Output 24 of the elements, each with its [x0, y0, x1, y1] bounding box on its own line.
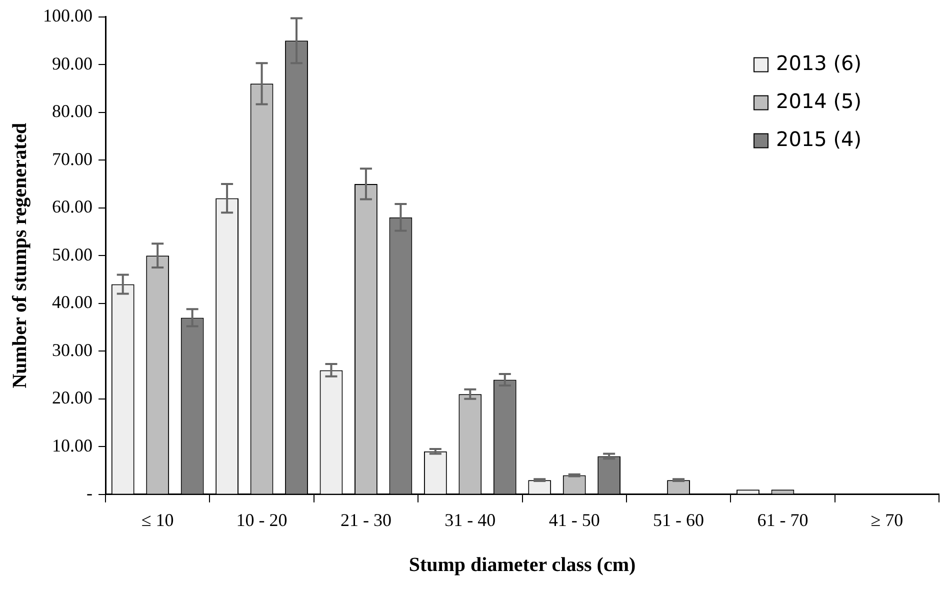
y-tick-label: 90.00: [52, 53, 92, 74]
x-tick-label: 61 - 70: [757, 510, 808, 530]
x-tick-label: ≥ 70: [870, 510, 904, 530]
y-tick-label: -: [86, 483, 92, 504]
x-axis-title: Stump diameter class (cm): [408, 554, 636, 576]
x-tick-label: ≤ 10: [141, 510, 174, 530]
y-tick-label: 80.00: [52, 101, 92, 122]
legend-label: 2014 (5): [776, 89, 862, 114]
y-tick-label: 100.00: [43, 6, 92, 26]
y-tick-label: 70.00: [52, 148, 92, 169]
y-tick-label: 50.00: [52, 244, 92, 264]
x-tick-label: 10 - 20: [236, 510, 288, 530]
x-tick-label: 21 - 30: [340, 510, 392, 530]
y-axis-title: Number of stumps regenerated: [9, 122, 32, 388]
y-tick-label: 40.00: [52, 292, 92, 312]
y-tick-label: 60.00: [52, 196, 92, 217]
legend-label: 2015 (4): [776, 127, 862, 152]
legend-label: 2013 (6): [776, 51, 862, 76]
x-tick-label: 41 - 50: [548, 510, 600, 530]
y-tick-label: 20.00: [52, 388, 92, 408]
x-tick-label: 51 - 60: [653, 510, 704, 530]
x-tick-label: 31 - 40: [444, 510, 496, 530]
y-tick-label: 10.00: [52, 435, 92, 456]
y-tick-label: 30.00: [52, 340, 92, 360]
